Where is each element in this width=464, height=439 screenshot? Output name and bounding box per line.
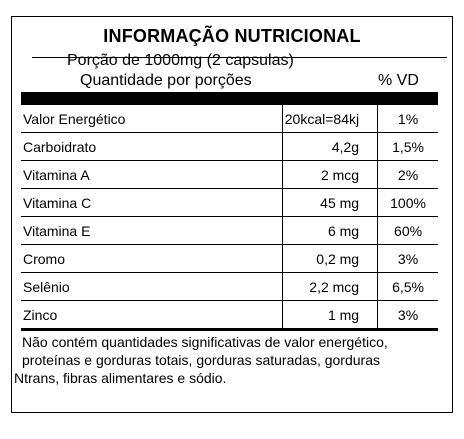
table-row: Zinco 1 mg 3% xyxy=(21,300,438,331)
nutrient-name: Vitamina A xyxy=(21,160,283,189)
nutrient-vd: 2% xyxy=(377,160,438,189)
nutrient-amount: 2,2 mcg xyxy=(282,272,379,301)
nutrient-vd: 1,5% xyxy=(377,132,438,161)
portion-label: Porção de 1000mg (2 capsulas) xyxy=(67,52,294,69)
footnote-line: Ntrans, fibras alimentares e sódio. xyxy=(14,370,227,386)
nutrient-name: Vitamina C xyxy=(21,188,283,217)
table-row: Vitamina A 2 mcg 2% xyxy=(21,160,438,189)
nutrient-amount: 4,2g xyxy=(282,132,379,161)
nutrient-vd: 6,5% xyxy=(377,272,438,301)
header-divider-bar xyxy=(21,92,438,105)
nutrient-vd: 60% xyxy=(377,216,438,245)
nutrient-vd: 3% xyxy=(377,300,438,331)
nutrition-facts-panel: INFORMAÇÃO NUTRICIONAL Porção de 1000mg … xyxy=(11,16,453,413)
nutrient-amount: 45 mg xyxy=(282,188,379,217)
table-row: Selênio 2,2 mcg 6,5% xyxy=(21,272,438,301)
nutrient-amount: 1 mg xyxy=(282,300,379,331)
vd-header: % VD xyxy=(378,72,419,89)
nutrient-amount: 2 mcg xyxy=(282,160,379,189)
nutrient-vd: 3% xyxy=(377,244,438,273)
nutrient-name: Valor Energético xyxy=(21,105,283,133)
nutrient-vd: 100% xyxy=(377,188,438,217)
table-row: Vitamina C 45 mg 100% xyxy=(21,188,438,217)
table-row: Valor Energético 20kcal=84kj 1% xyxy=(21,105,438,133)
nutrition-table: Valor Energético 20kcal=84kj 1% Carboidr… xyxy=(21,105,438,331)
nutrition-title: INFORMAÇÃO NUTRICIONAL xyxy=(103,26,361,46)
nutrient-amount: 0,2 mg xyxy=(282,244,379,273)
footnote: Não contém quantidades significativas de… xyxy=(14,333,437,387)
nutrient-name: Carboidrato xyxy=(21,132,283,161)
table-row: Cromo 0,2 mg 3% xyxy=(21,244,438,273)
nutrient-amount: 6 mg xyxy=(282,216,379,245)
table-row: Carboidrato 4,2g 1,5% xyxy=(21,132,438,161)
nutrient-name: Selênio xyxy=(21,272,283,301)
quantity-header: Quantidade por porções xyxy=(80,72,252,89)
table-row: Vitamina E 6 mg 60% xyxy=(21,216,438,245)
nutrient-vd: 1% xyxy=(377,105,438,133)
nutrient-name: Vitamina E xyxy=(21,216,283,245)
title-divider xyxy=(32,57,447,58)
nutrient-amount: 20kcal=84kj xyxy=(282,105,379,133)
footnote-line: proteínas e gorduras totais, gorduras sa… xyxy=(22,352,380,368)
nutrient-name: Cromo xyxy=(21,244,283,273)
nutrient-name: Zinco xyxy=(21,300,283,331)
footnote-line: Não contém quantidades significativas de… xyxy=(22,334,388,350)
